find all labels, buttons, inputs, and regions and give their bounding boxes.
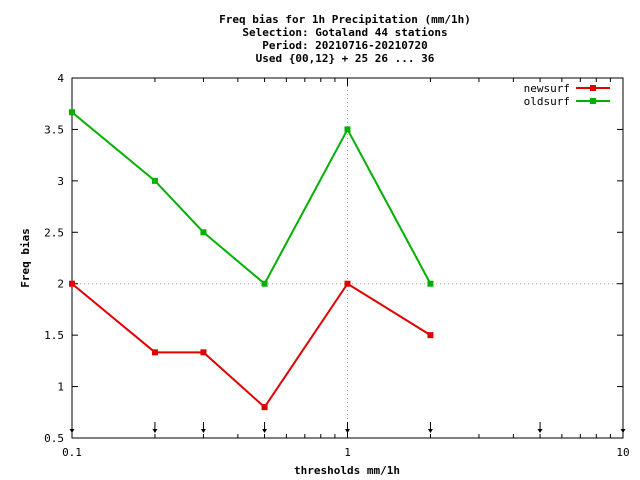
threshold-markers	[69, 422, 626, 433]
series-oldsurf	[69, 109, 434, 287]
data-series	[69, 109, 434, 411]
series-line-newsurf	[71, 282, 431, 409]
data-point-newsurf	[427, 332, 434, 339]
data-point-oldsurf	[427, 280, 434, 287]
x-tick-label: 1	[344, 446, 351, 459]
threshold-marker-arrow	[537, 429, 543, 433]
y-tick-label: 4	[57, 72, 64, 85]
threshold-marker	[152, 422, 158, 433]
y-tick-label: 1.5	[44, 329, 64, 342]
legend-entry-newsurf: newsurf	[524, 82, 610, 95]
title-line-3: Period: 20210716-20210720	[262, 39, 428, 52]
threshold-marker	[427, 422, 433, 433]
y-tick-label: 3	[57, 175, 64, 188]
y-tick-label: 3.5	[44, 123, 64, 136]
threshold-marker	[537, 422, 543, 433]
threshold-marker	[620, 422, 626, 433]
threshold-marker-arrow	[152, 429, 158, 433]
axes: 0.5 1 1.5 2 2.5 3 3.5 4 0.1 1 10	[44, 72, 630, 459]
data-point-newsurf	[344, 280, 351, 287]
data-point-newsurf	[151, 349, 158, 356]
title-line-1: Freq bias for 1h Precipitation (mm/1h)	[219, 13, 471, 26]
threshold-marker-arrow	[345, 429, 350, 433]
grid-lines	[72, 78, 623, 438]
threshold-marker-arrow	[262, 429, 268, 433]
legend-entry-oldsurf: oldsurf	[524, 95, 610, 108]
legend-label-newsurf: newsurf	[524, 82, 570, 95]
threshold-marker	[345, 422, 350, 433]
data-point-newsurf	[261, 404, 268, 411]
data-point-newsurf	[69, 280, 75, 287]
y-axis-label: Freq bias	[19, 228, 32, 288]
legend-marker-newsurf	[590, 85, 596, 91]
data-point-oldsurf	[261, 280, 268, 287]
threshold-marker	[200, 422, 206, 433]
legend-marker-oldsurf	[590, 98, 596, 104]
y-tick-label: 1	[57, 381, 64, 394]
title-line-4: Used {00,12} + 25 26 ... 36	[256, 52, 435, 65]
series-newsurf	[69, 280, 434, 411]
y-tick-label: 2	[57, 278, 64, 291]
series-line-oldsurf	[71, 111, 432, 286]
x-tick-label: 10	[616, 446, 629, 459]
y-tick-label: 0.5	[44, 432, 64, 445]
legend-label-oldsurf: oldsurf	[524, 95, 570, 108]
threshold-marker-arrow	[69, 429, 75, 433]
title-line-2: Selection: Gotaland 44 stations	[242, 26, 447, 39]
y-tick-label: 2.5	[44, 226, 64, 239]
threshold-marker	[262, 422, 268, 433]
threshold-marker-arrow	[427, 429, 433, 433]
data-point-oldsurf	[200, 229, 207, 236]
data-point-oldsurf	[69, 109, 75, 116]
chart-title: Freq bias for 1h Precipitation (mm/1h) S…	[219, 13, 471, 65]
data-point-newsurf	[200, 349, 207, 356]
data-point-oldsurf	[151, 177, 158, 184]
threshold-marker	[69, 422, 75, 433]
x-axis-label: thresholds mm/1h	[294, 464, 400, 477]
threshold-marker-arrow	[200, 429, 206, 433]
threshold-marker-arrow	[620, 429, 626, 433]
data-point-oldsurf	[344, 126, 351, 133]
x-tick-label: 0.1	[62, 446, 82, 459]
